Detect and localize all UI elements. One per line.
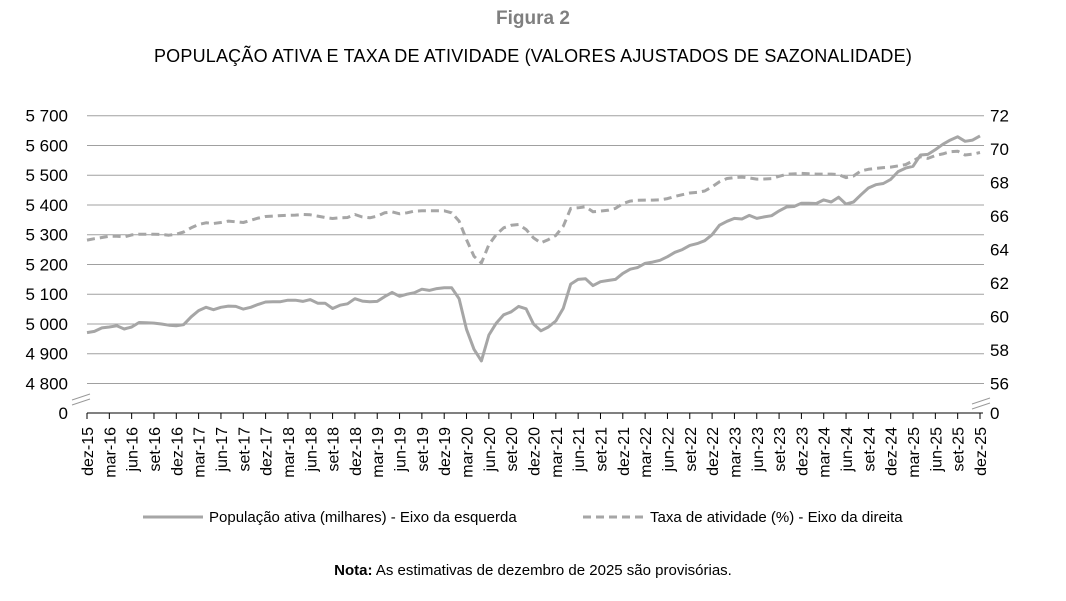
series-lines (86, 134, 981, 363)
left-axis-ticks: 5 700 5 600 5 500 5 400 5 300 5 200 5 100 5 000… (25, 107, 68, 423)
legend-label-taxa: Taxa de atividade (%) - Eixo da direita (650, 509, 903, 526)
note-label: Nota: (334, 562, 373, 579)
x-tick-label: dez-18 (348, 427, 365, 476)
gridlines (87, 115, 984, 384)
chart-note: Nota: As estimativas de dezembro de 2025… (0, 562, 1066, 579)
x-tick-label: dez-20 (527, 427, 544, 476)
x-tick-label: set-17 (236, 427, 253, 472)
x-axis: dez-15 mar-16 jun-16 set-16 dez-16 mar-17 jun-… (80, 412, 990, 478)
left-tick-label: 5 700 (25, 107, 68, 126)
x-tick-label: set-25 (951, 427, 968, 472)
left-tick-label: 5 300 (25, 226, 68, 245)
axis-breaks (71, 393, 991, 410)
x-tick-label: jun-21 (571, 427, 588, 473)
x-tick-label: set-24 (861, 427, 878, 472)
chart-title: POPULAÇÃO ATIVA E TAXA DE ATIVIDADE (VAL… (153, 46, 913, 66)
x-tick-label: set-20 (504, 427, 521, 472)
x-tick-label: dez-19 (437, 427, 454, 476)
right-axis-ticks: 72 70 68 66 64 62 60 58 56 0 (990, 107, 1009, 423)
right-tick-label: 68 (990, 174, 1009, 193)
legend: População ativa (milhares) - Eixo da esq… (143, 509, 903, 526)
left-tick-label: 5 100 (25, 285, 68, 304)
right-tick-label: 60 (990, 308, 1009, 327)
axis-break-right-icon (971, 397, 991, 405)
x-tick-label: mar-23 (727, 427, 744, 478)
x-tick-label: dez-15 (80, 427, 97, 476)
x-tick-label: dez-22 (705, 427, 722, 476)
x-tick-label: jun-22 (660, 427, 677, 473)
left-tick-label: 5 600 (25, 136, 68, 155)
right-tick-label: 72 (990, 107, 1009, 126)
x-tick-label: dez-17 (259, 427, 276, 476)
x-tick-label: jun-24 (839, 427, 856, 473)
x-tick-label: set-16 (147, 427, 164, 472)
x-tick-label: set-21 (593, 427, 610, 472)
x-tick-label: mar-24 (817, 427, 834, 478)
legend-label-populacao: População ativa (milhares) - Eixo da esq… (209, 509, 517, 526)
x-tick-label: dez-23 (794, 427, 811, 476)
x-tick-label: jun-17 (214, 427, 231, 473)
right-tick-label-zero: 0 (990, 404, 999, 423)
x-tick-label: set-22 (683, 427, 700, 472)
left-tick-label: 5 500 (25, 166, 68, 185)
x-tick-label: jun-20 (482, 427, 499, 473)
axis-break-left-icon (71, 398, 91, 406)
left-tick-label: 5 200 (25, 255, 68, 274)
left-tick-label: 5 000 (25, 315, 68, 334)
x-tick-label: mar-21 (549, 427, 566, 478)
x-tick-label: set-18 (326, 427, 343, 472)
series-line-taxa-atividade (86, 149, 981, 265)
right-tick-label: 62 (990, 274, 1009, 293)
right-tick-label: 56 (990, 375, 1009, 394)
series-line-populacao-ativa (86, 134, 981, 363)
axis-break-right-icon (971, 402, 991, 410)
right-tick-label: 64 (990, 241, 1009, 260)
left-tick-label: 5 400 (25, 196, 68, 215)
right-tick-label: 66 (990, 207, 1009, 226)
note-text: As estimativas de dezembro de 2025 são p… (372, 562, 732, 579)
figure-label: Figura 2 (496, 8, 570, 29)
x-tick-label: mar-17 (192, 427, 209, 478)
x-tick-label: dez-24 (884, 427, 901, 476)
x-tick-label: mar-20 (460, 427, 477, 478)
right-tick-label: 70 (990, 140, 1009, 159)
x-tick-label: jun-23 (750, 427, 767, 473)
x-tick-label: jun-25 (928, 427, 945, 473)
x-tick-label: mar-16 (102, 427, 119, 478)
axis-break-left-icon (71, 393, 91, 401)
x-tick-label: jun-18 (303, 427, 320, 473)
x-tick-label: dez-21 (616, 427, 633, 476)
x-tick-label: jun-16 (125, 427, 142, 473)
x-tick-label: set-19 (415, 427, 432, 472)
x-tick-label: mar-25 (906, 427, 923, 478)
x-tick-label: mar-22 (638, 427, 655, 478)
x-tick-label: dez-25 (973, 427, 990, 476)
x-tick-label: mar-19 (370, 427, 387, 478)
x-tick-label: mar-18 (281, 427, 298, 478)
right-tick-label: 58 (990, 341, 1009, 360)
x-tick-label: jun-19 (393, 427, 410, 473)
left-tick-label: 4 800 (25, 375, 68, 394)
x-tick-label: dez-16 (169, 427, 186, 476)
left-tick-label: 4 900 (25, 345, 68, 364)
x-tick-label: set-23 (772, 427, 789, 472)
left-tick-label-zero: 0 (59, 404, 68, 423)
